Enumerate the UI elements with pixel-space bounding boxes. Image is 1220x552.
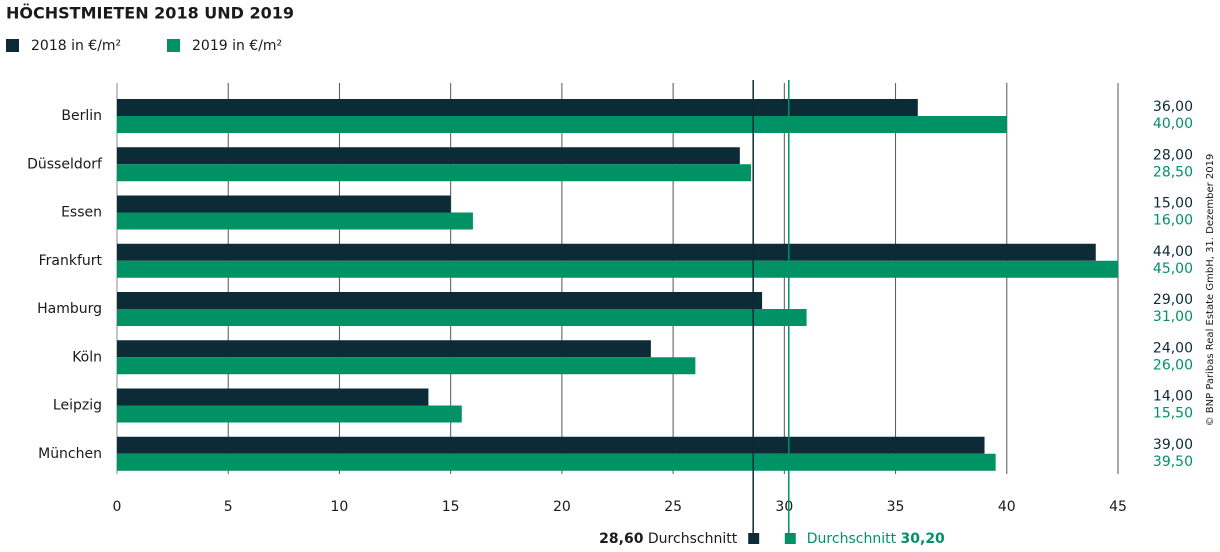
bar <box>117 453 996 471</box>
legend-swatch <box>6 39 19 52</box>
x-tick-label: 0 <box>113 499 122 515</box>
average-text: Durchschnitt <box>807 531 897 547</box>
average-label: Durchschnitt 30,20 <box>807 531 945 547</box>
category-label: München <box>38 446 102 462</box>
category-label: Düsseldorf <box>27 156 103 172</box>
bar <box>117 116 1007 133</box>
bar <box>117 436 985 454</box>
average-marker <box>784 533 796 544</box>
value-label: 39,00 <box>1153 437 1193 453</box>
legend-label: 2018 in €/m² <box>31 38 121 54</box>
value-label: 26,00 <box>1153 357 1193 373</box>
value-label: 28,00 <box>1153 147 1193 163</box>
bar <box>117 260 1118 278</box>
category-label: Berlin <box>61 108 102 124</box>
category-label: Frankfurt <box>39 253 103 269</box>
x-tick-label: 45 <box>1109 499 1127 515</box>
value-label: 40,00 <box>1153 116 1193 132</box>
average-value: 28,60 <box>599 531 644 547</box>
bar <box>117 309 807 326</box>
value-label: 16,00 <box>1153 213 1193 229</box>
bar <box>117 405 462 423</box>
value-label: 29,00 <box>1153 292 1193 308</box>
bar <box>117 195 451 213</box>
x-tick-label: 30 <box>775 499 793 515</box>
x-tick-label: 10 <box>331 499 349 515</box>
value-label: 14,00 <box>1153 389 1193 405</box>
bar <box>117 292 763 309</box>
value-label: 15,50 <box>1153 406 1193 422</box>
x-tick-label: 15 <box>442 499 460 515</box>
bar <box>117 99 918 116</box>
average-value: 30,20 <box>901 531 946 547</box>
legend-swatch <box>167 39 180 52</box>
value-label: 31,00 <box>1153 309 1193 325</box>
category-label: Essen <box>61 205 102 221</box>
bar <box>117 243 1096 261</box>
average-marker <box>748 533 760 544</box>
bar <box>117 357 696 375</box>
chart-title: HÖCHSTMIETEN 2018 UND 2019 <box>6 4 294 23</box>
bar <box>117 340 651 358</box>
value-label: 44,00 <box>1153 244 1193 260</box>
value-label: 39,50 <box>1153 454 1193 470</box>
category-label: Köln <box>72 349 102 365</box>
x-tick-label: 35 <box>887 499 905 515</box>
value-label: 36,00 <box>1153 99 1193 115</box>
average-label: 28,60 Durchschnitt <box>599 531 738 547</box>
x-tick-label: 25 <box>664 499 682 515</box>
value-label: 24,00 <box>1153 340 1193 356</box>
bar <box>117 212 473 230</box>
value-label: 28,50 <box>1153 164 1193 180</box>
source: © BNP Paribas Real Estate GmbH, 31. Deze… <box>1205 154 1216 427</box>
legend-label: 2019 in €/m² <box>192 38 282 54</box>
x-tick-label: 40 <box>998 499 1016 515</box>
bar <box>117 147 740 165</box>
x-tick-label: 20 <box>553 499 571 515</box>
average-text: Durchschnitt <box>648 531 738 547</box>
x-tick-label: 5 <box>224 499 233 515</box>
category-label: Leipzig <box>53 398 102 414</box>
value-label: 15,00 <box>1153 196 1193 212</box>
value-label: 45,00 <box>1153 261 1193 277</box>
bar <box>117 164 751 182</box>
bar <box>117 388 429 406</box>
category-label: Hamburg <box>37 301 102 317</box>
